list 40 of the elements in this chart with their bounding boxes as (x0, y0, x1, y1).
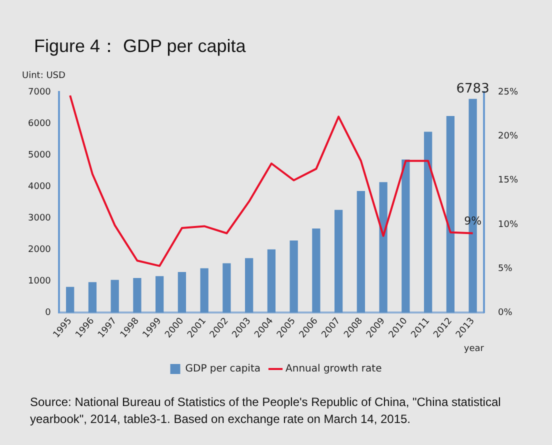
bar (133, 278, 142, 313)
bar (110, 280, 119, 313)
y-tick-label: 0 (45, 308, 52, 318)
bar (66, 286, 74, 313)
y-tick-label: 7000 (28, 87, 52, 98)
data-label: 6783 (456, 82, 490, 97)
bar (290, 240, 298, 313)
y-tick-label: 3000 (28, 213, 52, 224)
y2-tick-label: 10% (498, 220, 518, 230)
bar (379, 182, 388, 313)
y2-tick-label: 25% (498, 87, 518, 98)
bar (334, 210, 343, 313)
data-label: 9% (464, 214, 482, 228)
bar (88, 282, 97, 313)
bar (200, 268, 208, 313)
y2-tick-label: 15% (498, 176, 518, 186)
bar (267, 249, 276, 313)
chart-title: Figure 4： GDP per capita (34, 35, 246, 58)
y-tick-label: 4000 (28, 182, 52, 192)
bar (446, 116, 455, 313)
bar (402, 159, 410, 313)
y-tick-label: 2000 (28, 244, 52, 255)
x-axis-title: year (464, 344, 484, 354)
y-axis-title: Uint: USD (22, 70, 66, 81)
y-tick-label: 6000 (28, 118, 52, 129)
y-tick-label: 5000 (28, 150, 52, 160)
y2-tick-label: 5% (498, 264, 513, 274)
bar (356, 191, 366, 313)
bar (424, 132, 432, 313)
bar (245, 258, 254, 313)
y-tick-label: 1000 (28, 276, 52, 287)
source-note: Source: National Bureau of Statistics of the People's Republic of China, "China statistical yearbook", 2014, table3-1. Based on exchange rate on March 14, 2015. (30, 394, 502, 428)
bar (156, 276, 164, 313)
bar (312, 228, 320, 313)
y2-tick-label: 20% (498, 131, 518, 142)
bar (222, 263, 231, 313)
y2-tick-label: 0% (498, 308, 513, 318)
bar (178, 272, 186, 313)
legend-label: GDP per capita (185, 364, 261, 375)
legend-label: Annual growth rate (286, 364, 382, 375)
